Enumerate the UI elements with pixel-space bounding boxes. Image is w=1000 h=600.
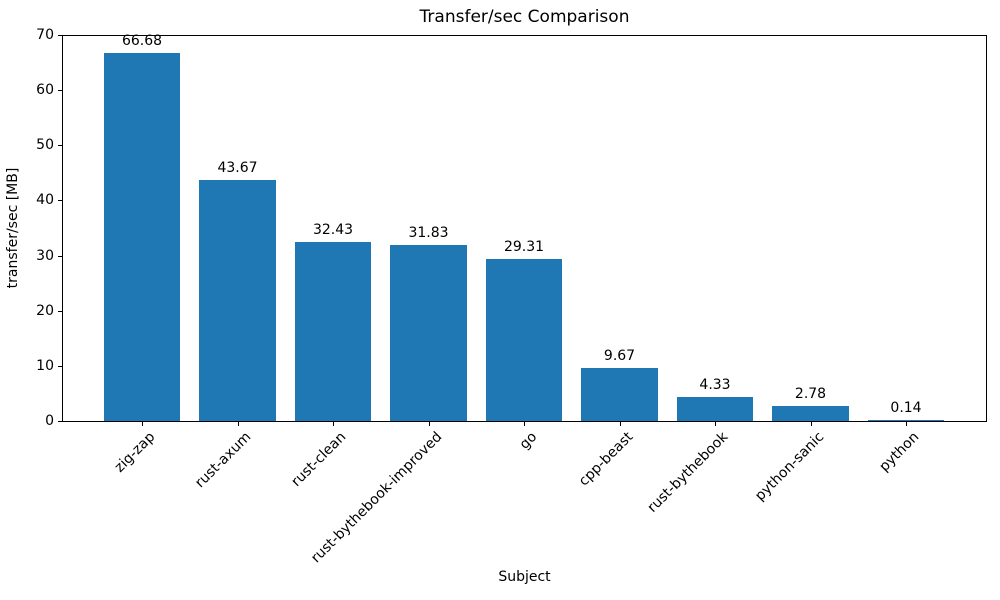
bar-go bbox=[485, 259, 563, 421]
x-axis-tick bbox=[810, 422, 812, 426]
x-axis-tick bbox=[715, 422, 716, 426]
y-axis-tick bbox=[58, 200, 62, 202]
bar-value-label: 66.68 bbox=[121, 33, 163, 50]
bar-rust-bythebook bbox=[676, 397, 754, 421]
bar-cpp-beast bbox=[581, 367, 658, 421]
bar-value-label: 0.14 bbox=[890, 400, 922, 416]
bar-rust-clean bbox=[294, 242, 372, 421]
bar-value-label: 31.83 bbox=[408, 225, 449, 242]
x-axis-tick bbox=[237, 422, 239, 426]
bar-zig-zap bbox=[103, 53, 181, 421]
y-axis-tick bbox=[58, 145, 62, 147]
y-tick-label: 20 bbox=[36, 302, 54, 319]
bar-rust-axum bbox=[199, 180, 276, 421]
x-axis-tick bbox=[619, 422, 621, 426]
y-axis-tick bbox=[58, 421, 62, 422]
y-axis-tick bbox=[58, 35, 62, 36]
bar-rust-bythebook-improved bbox=[390, 245, 467, 421]
chart-title: Transfer/sec Comparison bbox=[419, 7, 630, 27]
bar-value-label: 29.31 bbox=[503, 239, 545, 256]
y-tick-label: 0 bbox=[45, 413, 54, 429]
x-axis-label: Subject bbox=[498, 569, 551, 585]
bar-python-sanic bbox=[772, 405, 849, 421]
bar-value-label: 4.33 bbox=[699, 377, 731, 394]
bar-value-label: 43.67 bbox=[217, 160, 258, 177]
y-axis-tick bbox=[58, 90, 62, 92]
bar-python bbox=[867, 420, 945, 421]
x-axis-tick bbox=[906, 422, 907, 426]
y-tick-label: 60 bbox=[36, 82, 54, 99]
y-tick-label: 50 bbox=[36, 137, 54, 154]
y-tick-label: 40 bbox=[36, 192, 54, 209]
bar-value-label: 2.78 bbox=[794, 385, 827, 402]
y-tick-label: 30 bbox=[36, 247, 54, 264]
y-axis-tick bbox=[58, 310, 62, 312]
y-tick-label: 10 bbox=[36, 357, 54, 374]
bar-value-label: 32.43 bbox=[312, 222, 354, 239]
y-tick-label: 70 bbox=[36, 27, 54, 43]
bar-value-label: 9.67 bbox=[603, 347, 636, 364]
x-axis-tick bbox=[428, 422, 430, 426]
y-axis-tick bbox=[58, 255, 62, 257]
x-axis-tick bbox=[524, 422, 525, 426]
x-axis-tick bbox=[333, 422, 334, 426]
y-axis-tick bbox=[58, 365, 62, 367]
x-axis-tick bbox=[142, 422, 143, 426]
